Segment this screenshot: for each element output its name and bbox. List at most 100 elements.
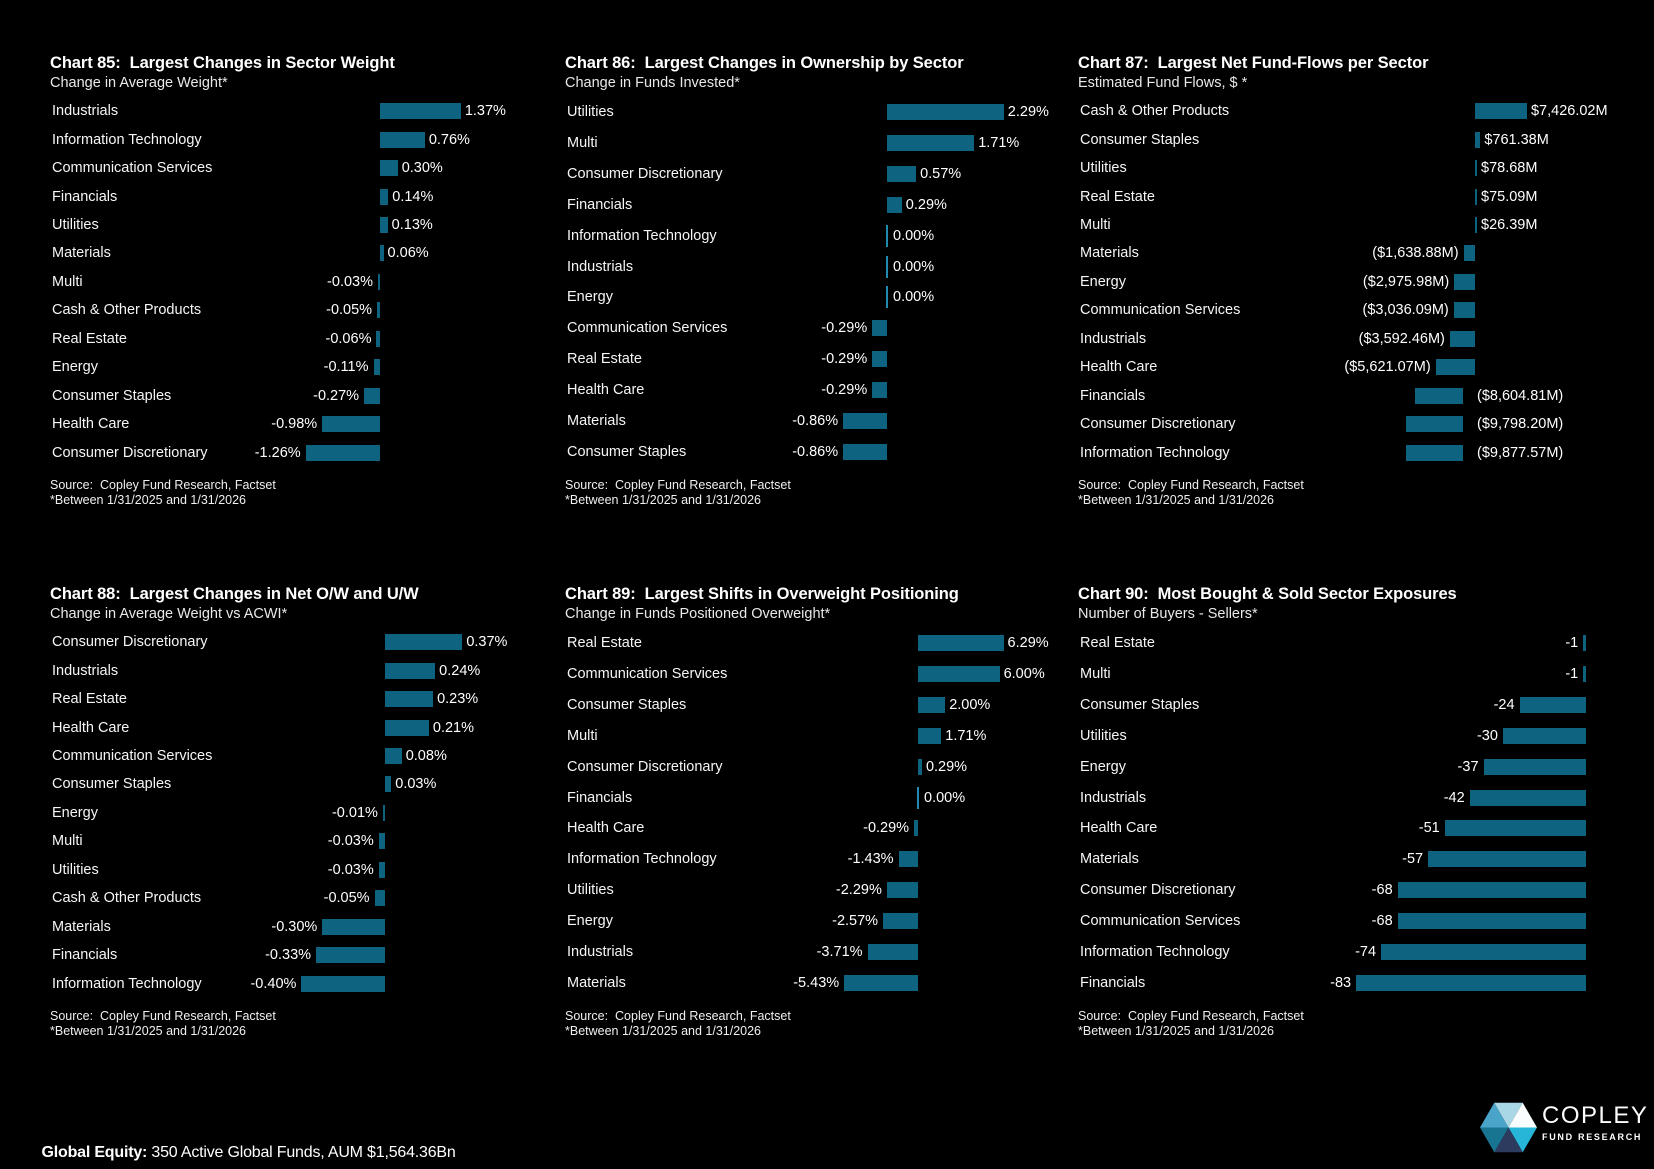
chart-row: Utilities -0.03% — [50, 856, 555, 884]
chart-row: Materials -0.86% — [565, 405, 1070, 436]
chart-row: Industrials 0.00% — [565, 251, 1070, 282]
value-label: -51 — [1418, 820, 1440, 837]
chart-row: Real Estate -0.06% — [50, 325, 555, 353]
copley-logo: COPLEY FUND RESEARCH — [1480, 1100, 1650, 1160]
value-label: -0.06% — [325, 330, 372, 347]
sector-label: Real Estate — [52, 691, 127, 708]
chart-row: Information Technology 0.76% — [50, 125, 555, 153]
footer-fund-group-detail: 350 Active Global Funds, AUM $1,564.36Bn — [147, 1144, 456, 1161]
value-label: ($2,975.98M) — [1362, 273, 1450, 290]
report-footer: Global Equity: 350 Active Global Funds, … — [33, 1126, 456, 1162]
chart-plot-area: Utilities 2.29% Multi 1.71% Consumer Discret… — [565, 97, 1070, 467]
sector-label: Cash & Other Products — [1080, 103, 1230, 120]
value-label: -68 — [1371, 882, 1393, 899]
bar — [385, 776, 392, 793]
value-label: 0.24% — [439, 662, 481, 679]
chart-row: Utilities -2.29% — [565, 875, 1070, 906]
sector-label: Consumer Discretionary — [52, 444, 208, 461]
sector-label: Communication Services — [1080, 302, 1241, 319]
chart-plot-area: Cash & Other Products $7,426.02M Consumer … — [1078, 97, 1618, 467]
bar — [1397, 882, 1586, 899]
value-label: -1.43% — [847, 851, 894, 868]
bar — [1583, 635, 1586, 652]
bar — [867, 943, 918, 960]
bar — [378, 273, 380, 290]
value-label: 0.30% — [401, 160, 443, 177]
bar — [385, 691, 434, 708]
copley-wordmark: COPLEY FUND RESEARCH — [1542, 1104, 1648, 1143]
chart-row: Consumer Discretionary 0.57% — [565, 159, 1070, 190]
bar — [1435, 359, 1475, 376]
value-label: -0.05% — [326, 302, 373, 319]
value-label: 0.57% — [920, 166, 962, 183]
bar — [364, 387, 380, 404]
chart-source: Source: Copley Fund Research, Factset — [1078, 478, 1304, 492]
bar — [380, 217, 388, 234]
value-label: -0.05% — [323, 890, 370, 907]
chart-row: Utilities 2.29% — [565, 97, 1070, 128]
value-label: 0.37% — [466, 634, 508, 651]
sector-label: Financials — [52, 947, 118, 964]
chart-89-panel: Chart 89: Largest Shifts in Overweight P… — [565, 579, 1070, 1049]
value-label: -0.27% — [313, 387, 360, 404]
chart-row: Financials 0.00% — [565, 782, 1070, 813]
chart-row: Communication Services -0.29% — [565, 313, 1070, 344]
bar — [380, 245, 384, 262]
value-label: -24 — [1493, 697, 1515, 714]
sector-label: Health Care — [567, 820, 645, 837]
bar — [1483, 758, 1586, 775]
chart-plot-area: Real Estate -1 Multi -1 Consumer Staples -24 U… — [1078, 628, 1618, 998]
value-label: 0.76% — [428, 131, 470, 148]
sector-label: Industrials — [52, 662, 119, 679]
sector-label: Utilities — [52, 861, 99, 878]
bar — [886, 224, 888, 247]
chart-plot-area: Industrials 1.37% Information Technology 0.… — [50, 97, 555, 467]
sector-label: Financials — [1080, 387, 1146, 404]
chart-source: Source: Copley Fund Research, Factset — [50, 478, 276, 492]
sector-label: Communication Services — [52, 748, 213, 765]
chart-row: Health Care -0.29% — [565, 374, 1070, 405]
chart-row: Financials 0.14% — [50, 182, 555, 210]
chart-row: Industrials -3.71% — [565, 936, 1070, 967]
chart-source: Source: Copley Fund Research, Factset — [565, 478, 791, 492]
bar — [1469, 789, 1586, 806]
chart-footnote: *Between 1/31/2025 and 1/31/2026 — [50, 1024, 247, 1038]
sector-label: Financials — [52, 188, 118, 205]
bar — [1502, 727, 1586, 744]
value-label: -0.40% — [250, 975, 297, 992]
chart-row: Energy -37 — [1078, 751, 1618, 782]
sector-label: Consumer Staples — [567, 443, 687, 460]
bar — [385, 662, 436, 679]
sector-label: Real Estate — [567, 351, 642, 368]
value-label: -0.86% — [792, 412, 839, 429]
chart-title: Chart 85: Largest Changes in Sector Weig… — [50, 54, 395, 72]
bar — [844, 974, 918, 991]
value-label: -30 — [1476, 727, 1498, 744]
bar — [914, 820, 918, 837]
bar — [376, 330, 380, 347]
chart-row: Utilities $78.68M — [1078, 154, 1618, 182]
value-label: $78.68M — [1481, 160, 1538, 177]
chart-row: Communication Services 0.30% — [50, 154, 555, 182]
chart-row: Consumer Discretionary ($9,798.20M) — [1078, 410, 1618, 438]
footer-fund-group-label: Global Equity: — [41, 1144, 148, 1161]
bar — [1449, 330, 1475, 347]
bar — [373, 359, 380, 376]
chart-subtitle: Estimated Fund Flows, $ * — [1078, 75, 1248, 91]
bar — [886, 882, 918, 899]
bar — [918, 727, 942, 744]
bar — [886, 255, 888, 278]
chart-subtitle: Change in Funds Positioned Overweight* — [565, 606, 831, 622]
chart-source: Source: Copley Fund Research, Factset — [1078, 1009, 1304, 1023]
value-label: 0.23% — [437, 691, 479, 708]
sector-label: Health Care — [52, 719, 130, 736]
chart-subtitle: Change in Average Weight* — [50, 75, 228, 91]
sector-label: Information Technology — [1080, 444, 1230, 461]
bar — [322, 918, 385, 935]
chart-row: Health Care -0.29% — [565, 813, 1070, 844]
chart-row: Information Technology -1.43% — [565, 844, 1070, 875]
value-label: -2.29% — [835, 882, 882, 899]
chart-row: Consumer Discretionary 0.29% — [565, 751, 1070, 782]
value-label: 1.37% — [464, 103, 506, 120]
sector-label: Financials — [567, 789, 633, 806]
